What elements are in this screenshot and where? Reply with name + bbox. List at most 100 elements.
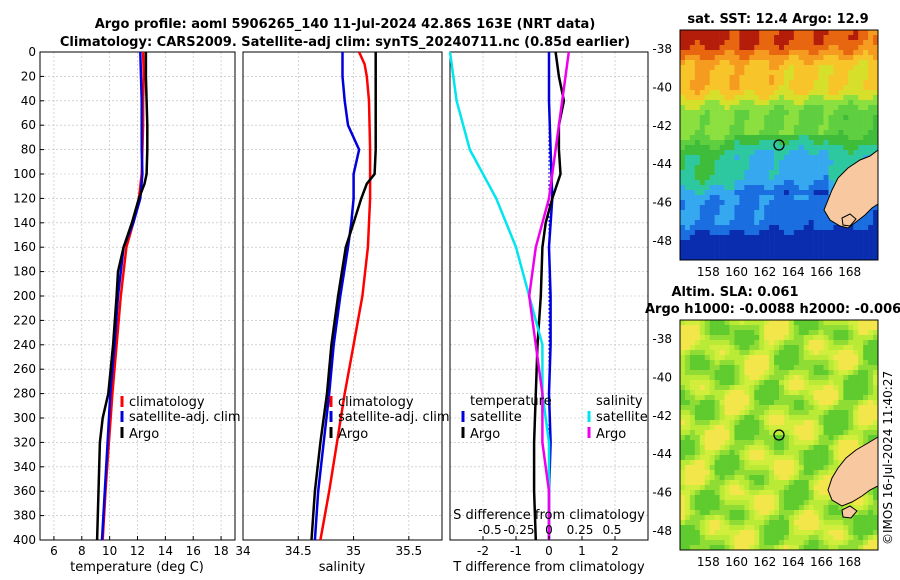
map-cell [779, 325, 785, 331]
map-cell [724, 410, 730, 416]
map-cell [858, 125, 864, 131]
map-cell [779, 85, 785, 91]
map-cell [808, 220, 814, 226]
map-cell [803, 55, 809, 61]
map-cell [779, 520, 785, 526]
map-cell [714, 450, 720, 456]
map-cell [813, 350, 819, 356]
map-cell [779, 75, 785, 81]
map-cell [724, 115, 730, 121]
map-cell [719, 155, 725, 161]
map-cell [754, 210, 760, 216]
map-cell [734, 205, 740, 211]
map-cell [853, 335, 859, 341]
temperature-panel: 6 8 10 12 14 16 18 020406080100120140160180200… [13, 45, 241, 575]
map-cell [724, 35, 730, 41]
map-cell [739, 425, 745, 431]
map-cell [774, 520, 780, 526]
map-cell [709, 85, 715, 91]
map-cell [734, 75, 740, 81]
map-cell [788, 155, 795, 161]
map-cell [680, 480, 686, 486]
map-cell [724, 340, 730, 346]
map-cell [694, 345, 701, 351]
map-cell [788, 165, 795, 171]
map-cell [739, 515, 745, 521]
map-cell [808, 85, 814, 91]
map-cell [704, 235, 710, 241]
map-cell [843, 140, 849, 146]
map-cell [779, 385, 785, 391]
map-cell [744, 470, 750, 476]
map-cell [793, 115, 800, 121]
map-cell [848, 250, 854, 256]
map-cell [769, 110, 775, 116]
map-cell [783, 415, 790, 421]
map-cell [848, 245, 854, 251]
map-cell [873, 360, 879, 366]
map-cell [749, 95, 755, 101]
map-cell [709, 425, 715, 431]
map-cell [783, 180, 790, 186]
map-cell [818, 360, 824, 366]
map-cell [714, 460, 720, 466]
map-cell [863, 115, 869, 121]
map-cell [863, 510, 869, 516]
map-cell [739, 330, 745, 336]
map-cell [754, 355, 760, 361]
map-cell [704, 430, 710, 436]
map-cell [724, 125, 730, 131]
salinity-argo-line [527, 51, 571, 540]
map-cell [729, 505, 735, 511]
map-cell [714, 495, 720, 501]
map-cell [803, 90, 809, 96]
map-cell [779, 115, 785, 121]
map-cell [729, 100, 735, 106]
map-cell [699, 235, 706, 241]
map-cell [793, 255, 800, 261]
map-cell [684, 385, 691, 391]
map-cell [838, 440, 844, 446]
map-cell [719, 410, 725, 416]
map-cell [863, 250, 869, 256]
map-cell [798, 390, 805, 396]
map-cell [744, 330, 750, 336]
map-cell [803, 435, 809, 441]
map-cell [734, 355, 740, 361]
map-cell [798, 225, 805, 231]
map-cell [694, 525, 701, 531]
map-cell [798, 150, 805, 156]
map-cell [734, 490, 740, 496]
map-cell [788, 225, 795, 231]
map-cell [719, 350, 725, 356]
map-cell [704, 375, 710, 381]
map-cell [853, 440, 859, 446]
map-cell [828, 125, 834, 131]
map-cell [858, 495, 864, 501]
map-cell [739, 140, 745, 146]
map-cell [783, 465, 790, 471]
map-cell [739, 250, 745, 256]
map-cell [808, 540, 814, 546]
map-cell [734, 545, 740, 551]
map-cell [808, 445, 814, 451]
map-cell [729, 495, 735, 501]
map-cell [754, 480, 760, 486]
map-cell [744, 395, 750, 401]
map-cell [818, 320, 824, 326]
map-cell [744, 370, 750, 376]
map-cell [848, 125, 854, 131]
map-cell [764, 395, 770, 401]
map-cell [818, 210, 824, 216]
map-cell [774, 190, 780, 196]
map-cell [808, 475, 814, 481]
map-cell [868, 540, 874, 546]
map-cell [749, 60, 755, 66]
map-cell [783, 125, 790, 131]
map-cell [788, 195, 795, 201]
map-cell [818, 335, 824, 341]
map-cell [783, 140, 790, 146]
map-cell [808, 115, 814, 121]
map-cell [838, 50, 844, 56]
s-diff-tick-label: 0 [545, 523, 553, 537]
